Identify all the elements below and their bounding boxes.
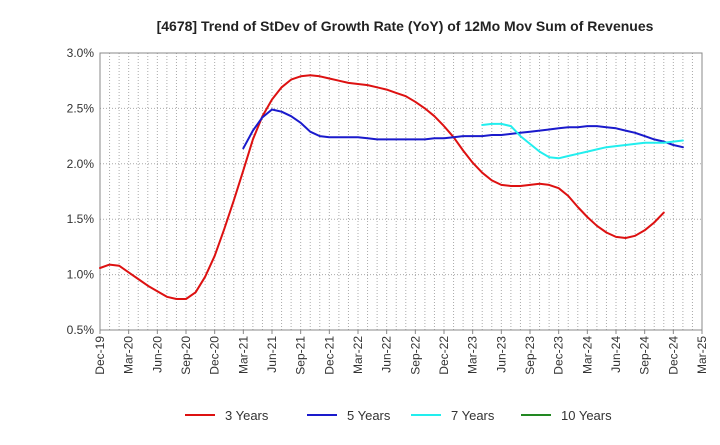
x-tick-label: Mar-24 (580, 336, 594, 374)
y-tick-label: 1.0% (67, 268, 95, 282)
x-tick-label: Sep-20 (179, 336, 193, 375)
legend-label: 10 Years (561, 408, 612, 423)
series-lines (99, 74, 684, 300)
plot-border (99, 52, 703, 331)
x-tick-label: Mar-22 (351, 336, 365, 374)
x-tick-label: Mar-21 (236, 336, 250, 374)
series-line-5-years (242, 108, 684, 150)
x-tick-label: Sep-24 (638, 336, 652, 375)
x-tick-label: Dec-20 (208, 336, 222, 375)
x-tick-label: Sep-22 (408, 336, 422, 375)
legend-label: 7 Years (451, 408, 495, 423)
x-tick-label: Dec-22 (437, 336, 451, 375)
x-tick-label: Dec-23 (552, 336, 566, 375)
x-tick-label: Dec-21 (322, 336, 336, 375)
x-tick-label: Mar-20 (122, 336, 136, 374)
x-tick-label: Sep-23 (523, 336, 537, 375)
x-tick-label: Jun-20 (150, 336, 164, 373)
x-tick-label: Dec-19 (93, 336, 107, 375)
legend: 3 Years 5 Years 7 Years 10 Years (185, 408, 612, 423)
x-tick-label: Jun-22 (380, 336, 394, 373)
y-tick-label: 1.5% (67, 212, 95, 226)
x-tick-label: Jun-21 (265, 336, 279, 373)
x-tick-label: Sep-21 (294, 336, 308, 375)
y-tick-label: 2.0% (67, 157, 95, 171)
x-tick-label: Mar-25 (695, 336, 709, 374)
chart-title: [4678] Trend of StDev of Growth Rate (Yo… (157, 18, 654, 34)
series-line-7-years (481, 122, 684, 160)
x-tick-label: Jun-23 (494, 336, 508, 373)
legend-label: 5 Years (347, 408, 391, 423)
y-tick-label: 3.0% (67, 46, 95, 60)
y-tick-label: 2.5% (67, 101, 95, 115)
x-tick-label: Mar-23 (466, 336, 480, 374)
x-tick-label: Jun-24 (609, 336, 623, 373)
y-tick-label: 0.5% (67, 323, 95, 337)
legend-label: 3 Years (225, 408, 269, 423)
grid (100, 53, 702, 330)
x-tick-label: Dec-24 (666, 336, 680, 375)
series-line-3-years (99, 74, 665, 300)
axes: 0.5% 1.0% 1.5% 2.0% 2.5% 3.0% Dec-19 Mar-20 Jun-… (67, 46, 709, 375)
